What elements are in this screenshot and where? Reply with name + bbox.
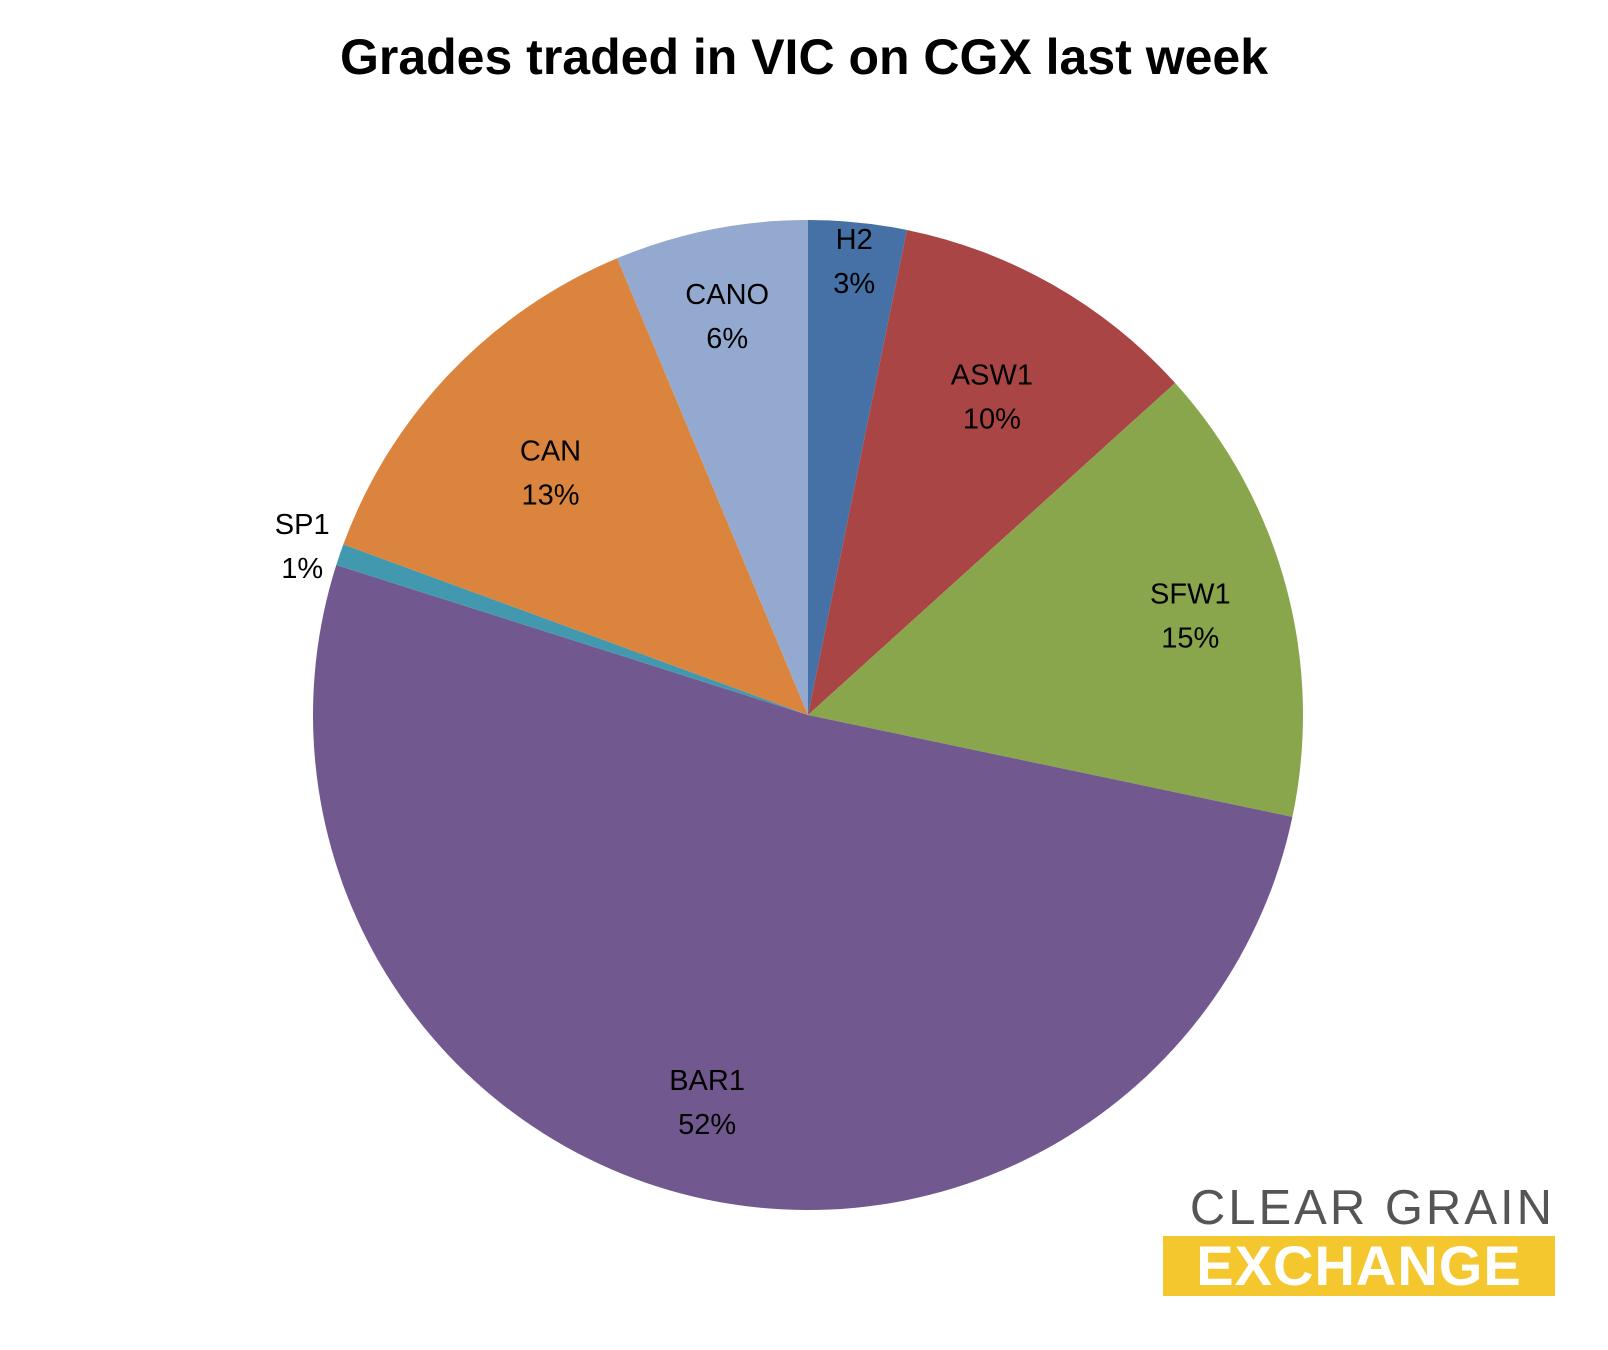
- logo-text-line2: EXCHANGE: [1163, 1236, 1555, 1296]
- slice-percent-h2: 3%: [833, 268, 875, 300]
- slice-label-bar1: BAR1: [669, 1065, 745, 1097]
- slice-label-can: CAN: [520, 436, 581, 468]
- pie-slices: [312, 220, 1304, 1211]
- pie-labels: H2 3% ASW1 10% SFW1 15% BAR1 52% SP1 1% CAN 13% CANO…: [275, 224, 1231, 1141]
- slice-percent-asw1: 10%: [963, 404, 1021, 436]
- slice-label-cano: CANO: [685, 279, 769, 311]
- slice-label-h2: H2: [836, 224, 873, 256]
- slice-label-asw1: ASW1: [951, 360, 1033, 392]
- slice-percent-bar1: 52%: [678, 1109, 736, 1141]
- pie-slice-bar1: [312, 565, 1293, 1211]
- slice-percent-cano: 6%: [706, 323, 748, 355]
- pie-slice-sp1: [336, 544, 808, 715]
- chart-title: Grades traded in VIC on CGX last week: [339, 29, 1269, 85]
- clear-grain-exchange-logo: CLEAR GRAIN EXCHANGE: [1163, 1180, 1555, 1300]
- slice-percent-sfw1: 15%: [1161, 623, 1219, 655]
- pie-slice-asw1: [808, 229, 1176, 715]
- slice-percent-sp1: 1%: [281, 553, 323, 585]
- pie-slice-sfw1: [808, 383, 1304, 817]
- slice-percent-can: 13%: [521, 480, 579, 512]
- pie-slice-can: [343, 258, 808, 715]
- slice-label-sp1: SP1: [275, 509, 330, 541]
- slice-label-sfw1: SFW1: [1150, 579, 1231, 611]
- logo-text-line1: CLEAR GRAIN: [1189, 1181, 1555, 1235]
- pie-slice-h2: [808, 220, 907, 715]
- pie-slice-cano: [617, 220, 808, 715]
